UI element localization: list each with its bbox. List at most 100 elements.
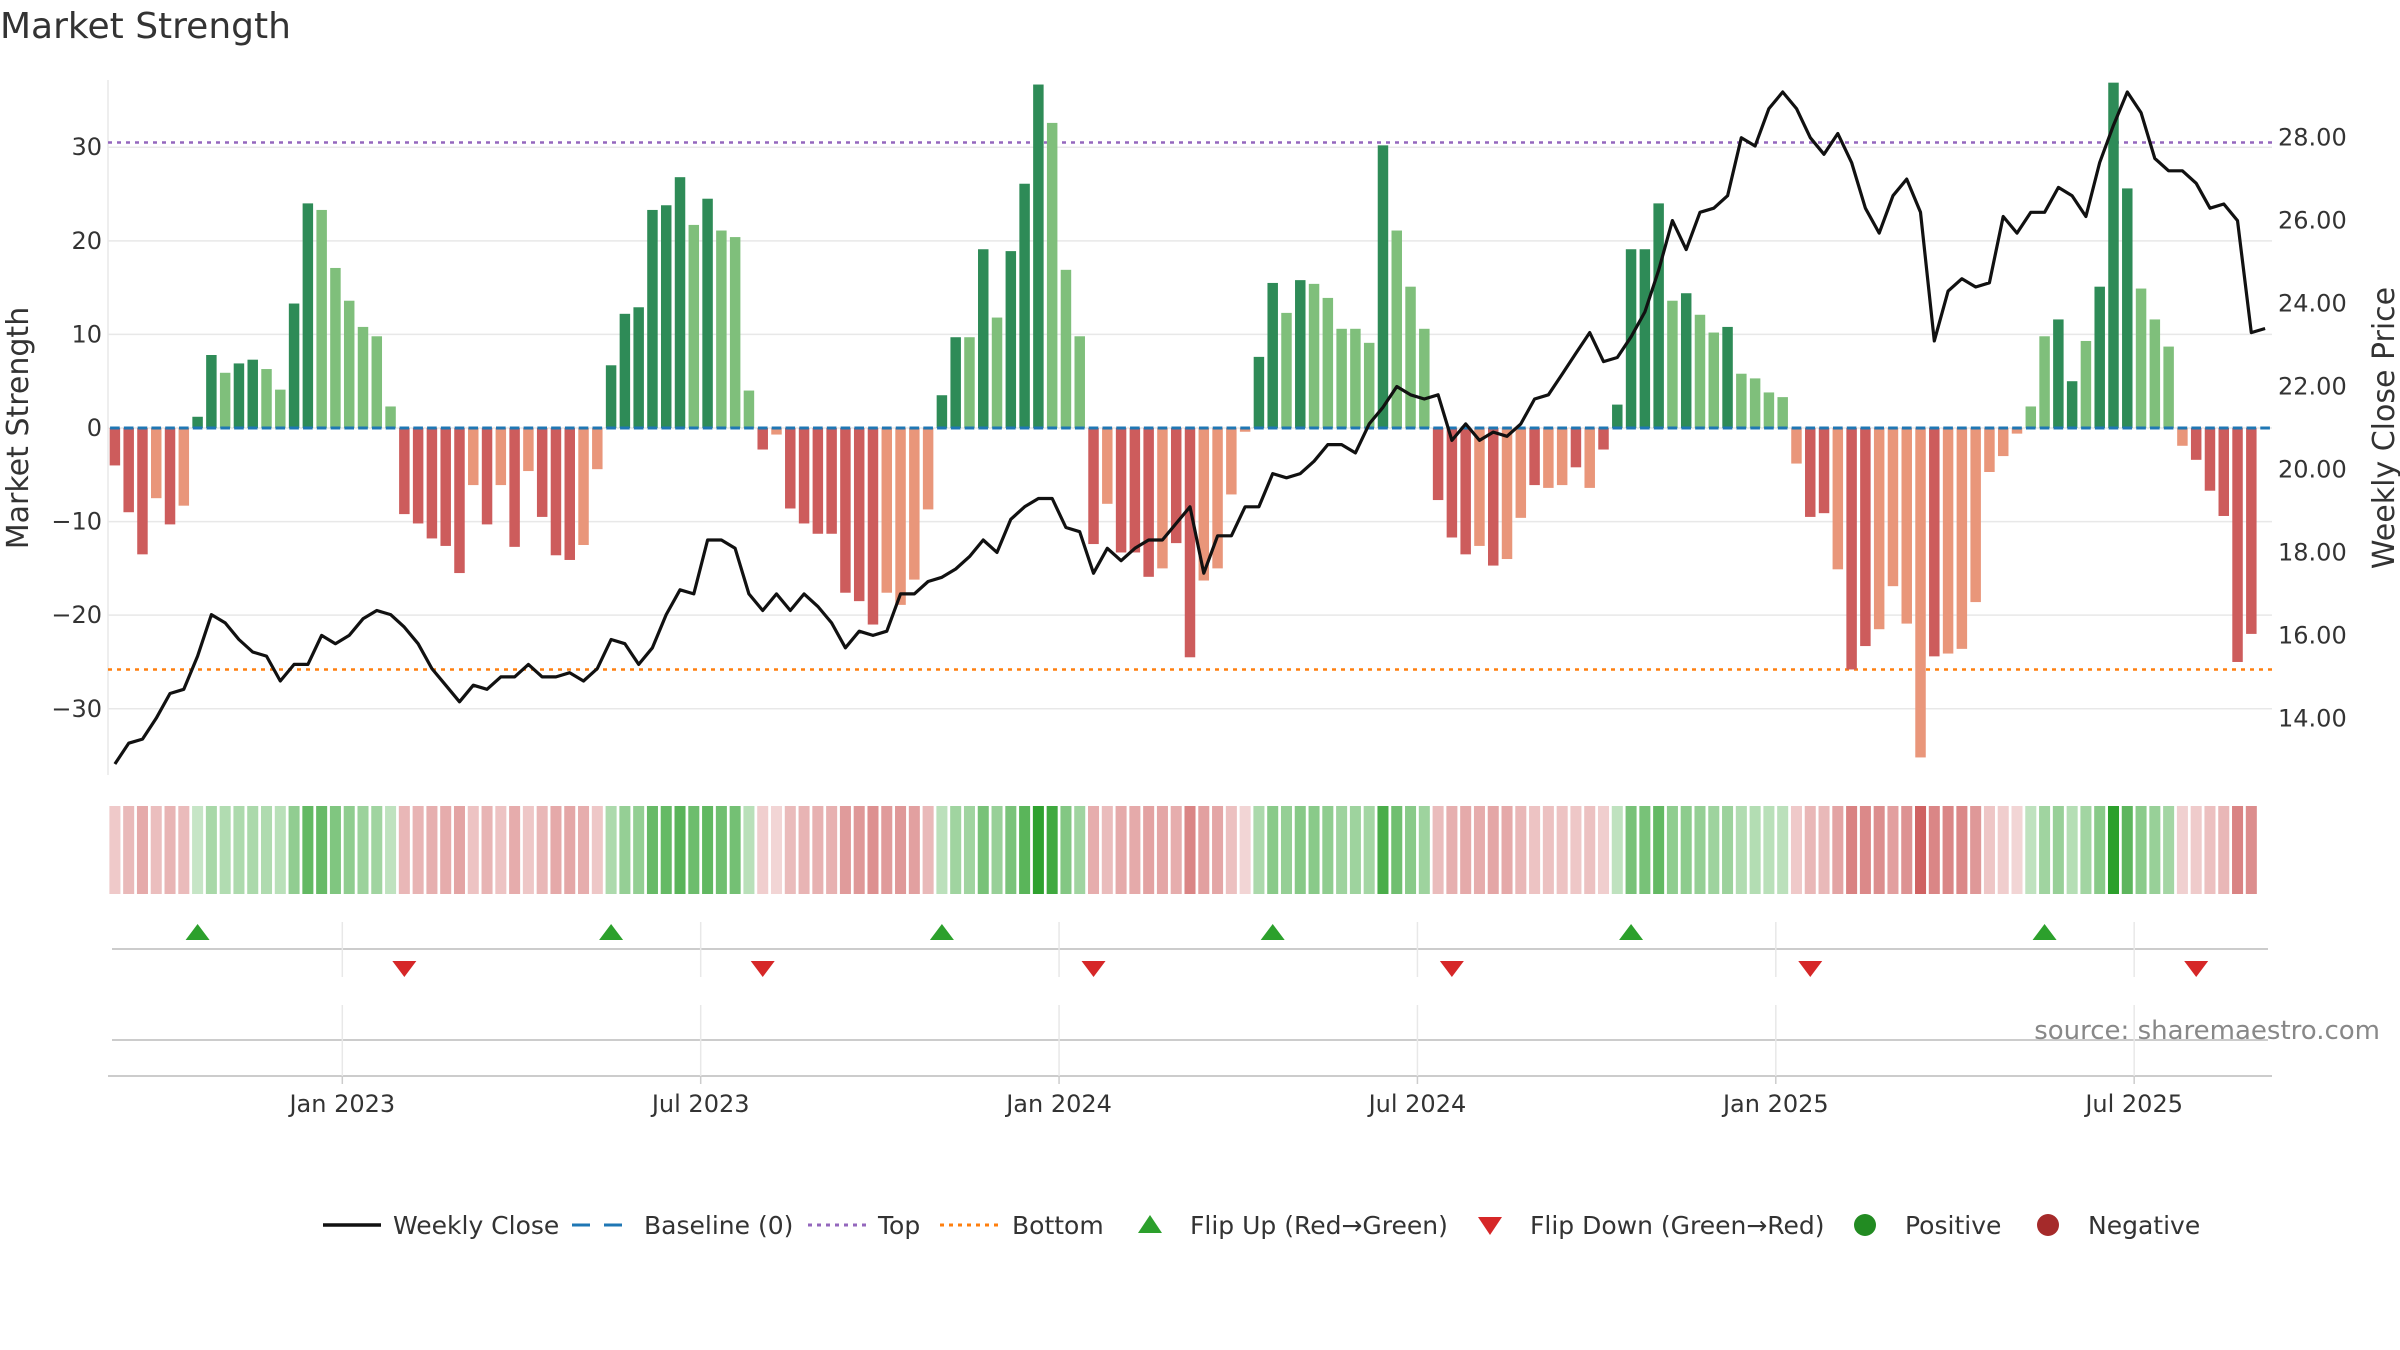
right-tick-label: 18.00 — [2278, 538, 2347, 566]
strength-bar — [2232, 428, 2243, 662]
heat-cell — [1363, 806, 1375, 894]
heat-cell — [839, 806, 851, 894]
heat-cell — [660, 806, 672, 894]
heat-cell — [2094, 806, 2106, 894]
strength-bar — [1157, 428, 1168, 569]
strength-bar — [2190, 428, 2202, 460]
strength-bar — [1736, 373, 1747, 428]
strength-bar — [1363, 342, 1375, 428]
legend-label: Bottom — [1012, 1211, 1104, 1240]
x-tick-label: Jan 2025 — [1721, 1090, 1829, 1118]
strength-bar — [1212, 428, 1223, 569]
heat-cell — [2135, 806, 2147, 894]
strength-bar — [302, 203, 314, 428]
heat-cell — [1391, 806, 1403, 894]
strength-bar — [757, 428, 768, 450]
heat-cell — [2232, 806, 2244, 894]
strength-bar — [1115, 428, 1127, 553]
strength-bar — [1584, 428, 1595, 488]
legend-positive-swatch — [1854, 1214, 1876, 1236]
strength-bar — [1046, 122, 1058, 429]
legend-label: Weekly Close — [393, 1211, 559, 1240]
heat-cell — [1859, 806, 1871, 894]
heat-cell — [1694, 806, 1706, 894]
heat-cell — [1832, 806, 1844, 894]
heat-cell — [2052, 806, 2064, 894]
strength-bar — [1722, 326, 1733, 428]
strength-bar — [1805, 428, 1816, 517]
heat-cell — [1846, 806, 1858, 894]
heat-cell — [757, 806, 769, 894]
heat-cell — [1763, 806, 1775, 894]
heat-cell — [1556, 806, 1568, 894]
strength-bar — [1322, 297, 1334, 428]
heat-cell — [881, 806, 893, 894]
heat-cell — [1515, 806, 1527, 894]
heat-cell — [591, 806, 603, 894]
heat-cell — [2039, 806, 2051, 894]
strength-bar — [1612, 404, 1623, 428]
right-tick-label: 22.00 — [2278, 373, 2347, 401]
strength-bar — [1170, 428, 1182, 544]
heat-cell — [908, 806, 920, 894]
x-axis-ticks: Jan 2023 Jul 2023 Jan 2024 Jul 2024 Jan 2025… — [287, 1076, 2183, 1118]
flip-up-marker — [929, 924, 954, 940]
heat-cell — [509, 806, 521, 894]
strength-bar — [881, 428, 893, 593]
strength-bar — [109, 428, 121, 466]
strength-bar — [674, 177, 686, 428]
strength-bar — [1088, 428, 1099, 545]
strength-bar — [2122, 188, 2133, 428]
heat-cell — [233, 806, 245, 894]
strength-bar — [1419, 328, 1430, 428]
strength-bar — [647, 209, 658, 428]
strength-bar — [1074, 336, 1085, 428]
strength-bar — [495, 428, 507, 486]
strength-bar — [564, 428, 575, 560]
strength-bar — [978, 249, 989, 428]
strength-bar — [991, 317, 1003, 428]
right-axis-label: Weekly Close Price — [2367, 287, 2400, 569]
strength-bar — [716, 230, 727, 428]
strength-bar — [2080, 340, 2092, 428]
strength-bar — [1391, 230, 1402, 428]
strength-bar — [1846, 428, 1857, 670]
flip-down-marker — [1798, 961, 1823, 977]
heat-cell — [2011, 806, 2023, 894]
heat-cell — [1377, 806, 1389, 894]
strength-bar — [1997, 428, 2009, 457]
heat-cell — [1294, 806, 1306, 894]
heat-cell — [688, 806, 700, 894]
heat-cell — [715, 806, 727, 894]
strength-bar — [523, 428, 534, 472]
heat-cell — [288, 806, 300, 894]
strength-bar — [233, 363, 245, 428]
strength-bar — [371, 336, 383, 428]
heat-cell — [495, 806, 507, 894]
heat-cell — [1046, 806, 1058, 894]
heat-cell — [123, 806, 135, 894]
strength-bar — [729, 237, 741, 428]
strength-bar — [964, 337, 975, 428]
heat-cell — [1280, 806, 1292, 894]
heat-cell — [1432, 806, 1444, 894]
heat-cell — [1446, 806, 1458, 894]
strength-bar — [826, 428, 837, 534]
heat-cell — [578, 806, 590, 894]
strength-bar — [1667, 300, 1678, 428]
heat-cell — [357, 806, 369, 894]
strength-bar — [688, 224, 700, 428]
heat-cell — [1005, 806, 1017, 894]
heat-cell — [343, 806, 355, 894]
strength-bar — [605, 365, 617, 428]
strength-bar — [702, 198, 713, 428]
heat-cell — [2149, 806, 2161, 894]
strength-bar — [853, 428, 865, 602]
heat-cell — [619, 806, 631, 894]
strength-bar — [275, 389, 286, 428]
strength-bar — [399, 428, 410, 515]
heat-cell — [1942, 806, 1954, 894]
chart-title: Market Strength — [0, 6, 291, 47]
heat-cell — [1873, 806, 1885, 894]
